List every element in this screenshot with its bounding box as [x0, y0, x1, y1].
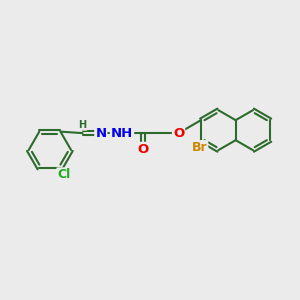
Text: Cl: Cl [57, 168, 70, 181]
Text: Br: Br [192, 141, 207, 154]
Text: N: N [95, 127, 106, 140]
Text: O: O [138, 143, 149, 156]
Text: H: H [79, 120, 87, 130]
Text: O: O [173, 127, 184, 140]
Text: NH: NH [111, 127, 133, 140]
